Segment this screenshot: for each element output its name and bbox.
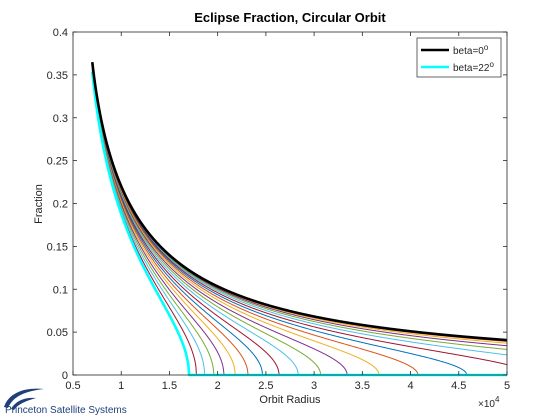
- ticks-layer: 0.5 1 1.5 2 2.5 3 3.5 4 4.5 5 0 0.05 0.1 0.15 0.2 0.25 0…: [47, 27, 510, 392]
- y-tick-label: 0.3: [53, 113, 68, 125]
- chart-title: Eclipse Fraction, Circular Orbit: [194, 10, 386, 25]
- y-tick-label: 0.1: [53, 284, 68, 296]
- x-axis-label: Orbit Radius: [259, 394, 321, 406]
- legend-label: beta=0o: [453, 43, 489, 57]
- y-tick-label: 0.25: [47, 156, 68, 168]
- series-line-beta-5: [91, 62, 508, 350]
- legend-label-degree: o: [489, 60, 494, 69]
- x-tick-label: 1.5: [162, 380, 177, 392]
- x-tick-label: 4: [407, 380, 413, 392]
- x-exponent-power: 4: [495, 395, 500, 404]
- logo-text: Princeton Satellite Systems: [5, 405, 127, 416]
- x-tick-label: 3.5: [355, 380, 370, 392]
- y-tick-label: 0: [62, 370, 68, 382]
- series-line-beta-6: [91, 62, 508, 356]
- y-tick-label: 0.35: [47, 70, 68, 82]
- series-line-beta-7: [91, 63, 508, 366]
- x-axis-exponent: ×104: [478, 395, 500, 410]
- x-tick-label: 3: [311, 380, 317, 392]
- logo-swoosh-inner: [11, 397, 36, 410]
- company-logo: Princeton Satellite Systems: [4, 388, 127, 416]
- y-tick-label: 0.15: [47, 241, 68, 253]
- x-tick-label: 0.5: [65, 380, 80, 392]
- y-tick-label: 0.4: [53, 27, 68, 39]
- legend-box: [416, 37, 502, 78]
- y-tick-label: 0.2: [53, 199, 68, 211]
- legend-label-degree: o: [484, 43, 489, 52]
- x-tick-label: 2.5: [258, 380, 273, 392]
- legend-label-text: beta=22: [453, 63, 490, 74]
- series-line-beta-0: [90, 62, 508, 342]
- series-line-beta-8: [91, 63, 508, 376]
- x-tick-label: 1: [118, 380, 124, 392]
- legend-label-text: beta=0: [453, 46, 484, 57]
- y-tick-label: 0.05: [47, 327, 68, 339]
- y-axis-label: Fraction: [33, 184, 45, 224]
- x-tick-label: 5: [504, 380, 510, 392]
- legend-label: beta=22o: [453, 60, 494, 74]
- logo-swoosh: [4, 388, 44, 408]
- x-exponent-base: ×10: [478, 399, 495, 410]
- x-tick-label: 4.5: [451, 380, 466, 392]
- x-tick-label: 2: [215, 380, 221, 392]
